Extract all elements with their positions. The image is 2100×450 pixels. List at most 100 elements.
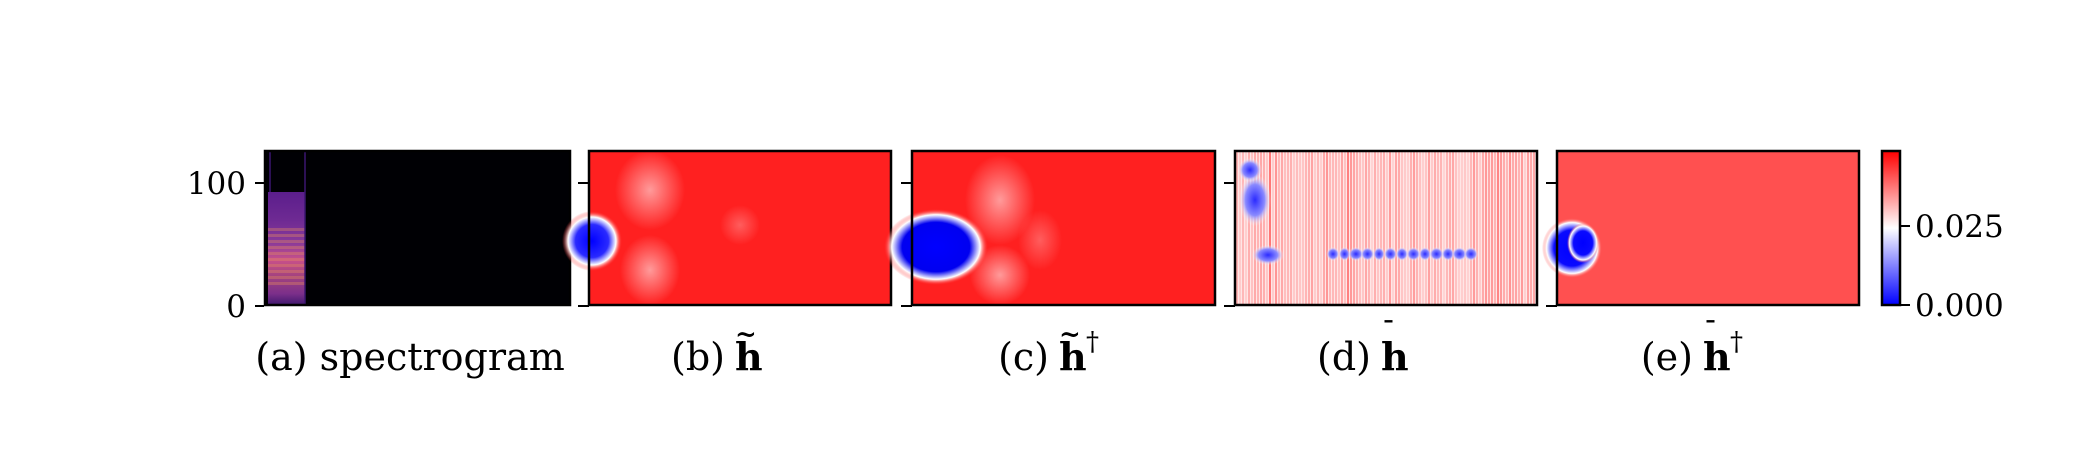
panel-d-stripe (1446, 152, 1448, 304)
panel-d-stripe (1245, 152, 1247, 304)
panel-d-stripe (1389, 152, 1391, 304)
spectrogram-background (265, 151, 570, 305)
panel-d-stripe (1275, 152, 1277, 304)
spectrogram-harmonics (268, 228, 305, 288)
caption-e: (e) h ¯ † (1641, 317, 1743, 379)
panel-d-stripe (1347, 152, 1349, 304)
panel-d-stripe (1527, 152, 1529, 304)
colorbar-tick-label-0000: 0.000 (1915, 288, 2004, 324)
panel-d-stripe (1443, 152, 1445, 304)
panel-d-stripe (1350, 152, 1352, 304)
panel-d-stripe (1503, 152, 1505, 304)
panel-d-stripe (1332, 152, 1334, 304)
y-axis: 100 0 (187, 166, 264, 325)
panel-d-stripe (1452, 152, 1454, 304)
caption-d-symbol: h (1381, 334, 1409, 379)
panel-d-blob-2 (1238, 158, 1262, 182)
panel-d-stripe (1440, 152, 1442, 304)
panel-d-stripe (1236, 152, 1238, 304)
panel-d-stripes (1236, 152, 1538, 304)
panel-d-stripe (1500, 152, 1502, 304)
panel-d-stripe (1419, 152, 1421, 304)
panel-d-stripe (1401, 152, 1403, 304)
panel-d-stripe (1476, 152, 1478, 304)
panel-b-low-blob (562, 211, 622, 271)
panel-a-spectrogram (263, 149, 572, 307)
panel-d-stripe (1404, 152, 1406, 304)
panel-d-band-spot (1338, 247, 1351, 261)
panel-d-stripe (1428, 152, 1430, 304)
panel-d-stripe (1368, 152, 1370, 304)
panel-d-band-spot (1451, 247, 1468, 261)
panel-d-stripe (1314, 152, 1316, 304)
caption-d-prefix: (d) (1317, 335, 1371, 379)
panel-d-band-spot (1360, 247, 1375, 261)
y-tick-label-100: 100 (187, 166, 246, 202)
panel-d-stripe (1305, 152, 1307, 304)
panel-d-stripe (1455, 152, 1457, 304)
y-tick-label-0: 0 (226, 289, 246, 325)
colorbar-gradient (1880, 149, 1902, 307)
panel-e-background (1557, 151, 1859, 305)
panel-d-stripe (1260, 152, 1262, 304)
panel-d-stripe (1257, 152, 1259, 304)
panel-d-stripe (1293, 152, 1295, 304)
panel-d-band-spot (1463, 247, 1479, 261)
panel-d-stripe (1320, 152, 1322, 304)
caption-e-superscript: † (1730, 327, 1743, 357)
panel-e-frame (1555, 149, 1861, 307)
caption-b-prefix: (b) (671, 335, 725, 379)
panel-b-light-patch-lower (620, 235, 680, 305)
panel-d-stripe (1491, 152, 1493, 304)
panel-d-stripe (1518, 152, 1520, 304)
panel-d-stripe (1299, 152, 1301, 304)
panel-e-heatmap (1542, 149, 1861, 307)
panel-d-stripe (1407, 152, 1409, 304)
panel-b-heatmap (562, 149, 893, 307)
panel-d-heatmap (1224, 149, 1539, 307)
panel-d-stripe (1254, 152, 1256, 304)
panel-d-stripe (1263, 152, 1265, 304)
caption-b: (b) h ~ (671, 320, 763, 379)
panel-d-stripe (1308, 152, 1310, 304)
panel-d-stripe (1278, 152, 1280, 304)
caption-e-accent: ¯ (1704, 317, 1717, 347)
panel-d-stripe (1329, 152, 1331, 304)
panel-d-stripe (1422, 152, 1424, 304)
panel-d-stripe (1344, 152, 1346, 304)
panel-d-stripe (1359, 152, 1361, 304)
panel-d-band-spot (1372, 247, 1386, 261)
panel-d-stripe (1266, 152, 1268, 304)
panel-d-stripe (1248, 152, 1250, 304)
panel-d-stripe (1380, 152, 1382, 304)
panel-d-stripe (1242, 152, 1244, 304)
panel-d-stripe (1437, 152, 1439, 304)
panel-d-stripe (1464, 152, 1466, 304)
panel-c-light-patch (965, 155, 1035, 245)
caption-a: (a) spectrogram (255, 335, 564, 379)
panel-d-stripe (1323, 152, 1325, 304)
caption-c-prefix: (c) (998, 335, 1049, 379)
panel-d-stripe (1395, 152, 1397, 304)
caption-d: (d) h ¯ (1317, 317, 1409, 379)
panel-d-stripe (1326, 152, 1328, 304)
panel-d-stripe (1386, 152, 1388, 304)
panel-d-blob-3 (1252, 245, 1284, 265)
panel-d-stripe (1521, 152, 1523, 304)
panel-d-stripe (1416, 152, 1418, 304)
panel-d-band-spot (1383, 247, 1398, 261)
panel-d-stripe (1425, 152, 1427, 304)
panel-d-stripe (1530, 152, 1532, 304)
panel-d-stripe (1296, 152, 1298, 304)
captions: (a) spectrogram (b) h ~ (c) h ~ † (d) h … (255, 317, 1743, 379)
panel-d-stripe (1449, 152, 1451, 304)
panel-d-band-spot (1441, 247, 1455, 261)
panel-d-stripe (1341, 152, 1343, 304)
panel-d-blue-band (1326, 247, 1479, 261)
panel-d-stripe (1431, 152, 1433, 304)
panel-d-stripe (1287, 152, 1289, 304)
panel-d-stripe (1392, 152, 1394, 304)
colorbar-tick-label-0025: 0.025 (1915, 209, 2004, 245)
panel-d-stripe (1284, 152, 1286, 304)
